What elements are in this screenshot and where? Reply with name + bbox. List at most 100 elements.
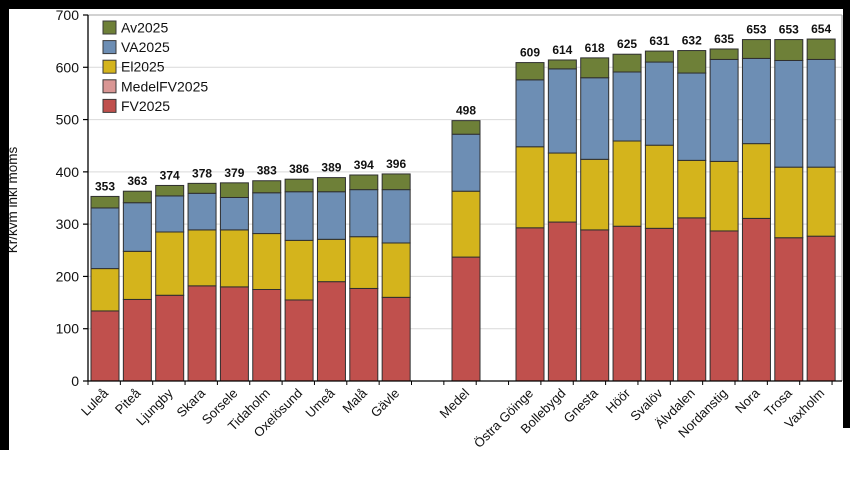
x-tick-label-Luleå: Luleå [78, 385, 112, 419]
bar-segment-Älvdalen-Av2025 [677, 50, 707, 74]
total-label-Gnesta: 618 [585, 41, 605, 55]
bar-segment-Bollebygd-El2025 [547, 152, 577, 223]
total-label-Malå: 394 [354, 158, 374, 172]
bar-segment-Svalöv-El2025 [644, 144, 674, 229]
total-label-Ljungby: 374 [160, 168, 180, 182]
total-label-Sorsele: 379 [224, 166, 244, 180]
total-label-Luleå: 353 [95, 179, 115, 193]
bar-segment-Vaxholm-Av2025 [806, 38, 836, 60]
legend-swatch-FV2025 [102, 98, 117, 113]
bar-segment-Nora-El2025 [741, 143, 771, 219]
bar-segment-Östra Göinge-Av2025 [515, 62, 545, 81]
bar-segment-Sorsele-Av2025 [219, 182, 249, 198]
legend-swatch-Av2025 [102, 20, 117, 35]
y-tick-label-200: 200 [56, 268, 80, 284]
bar-segment-Tidaholm-FV2025 [252, 289, 282, 382]
bar-segment-Vaxholm-El2025 [806, 166, 836, 237]
bar-segment-Svalöv-FV2025 [644, 227, 674, 382]
bar-segment-Trosa-Av2025 [774, 39, 804, 61]
bar-segment-Malå-Av2025 [349, 174, 379, 191]
bar-segment-Höör-El2025 [612, 140, 642, 227]
x-tick-label-Umeå: Umeå [302, 385, 338, 421]
bar-segment-Nordanstig-El2025 [709, 160, 739, 232]
screenshot-border-top [0, 0, 850, 9]
bar-segment-Nordanstig-Av2025 [709, 48, 739, 60]
bar-segment-Trosa-VA2025 [774, 59, 804, 168]
total-label-Trosa: 653 [779, 23, 799, 37]
bar-segment-Höör-VA2025 [612, 71, 642, 142]
bar-segment-Medel-Av2025 [451, 120, 481, 135]
total-label-Nordanstig: 635 [714, 32, 734, 46]
bar-segment-Piteå-FV2025 [122, 298, 152, 382]
bar-segment-Sorsele-El2025 [219, 229, 249, 288]
total-label-Vaxholm: 654 [811, 22, 831, 36]
y-tick-label-400: 400 [56, 164, 80, 180]
bar-segment-Umeå-VA2025 [316, 191, 346, 240]
bar-segment-Gävle-VA2025 [381, 189, 411, 244]
bar-segment-Ljungby-VA2025 [155, 195, 185, 233]
bar-segment-Trosa-El2025 [774, 166, 804, 239]
bar-segment-Älvdalen-El2025 [677, 159, 707, 219]
bar-segment-Umeå-Av2025 [316, 177, 346, 193]
bar-segment-Skara-Av2025 [187, 182, 217, 194]
bar-segment-Luleå-VA2025 [90, 207, 120, 270]
bar-segment-Oxelösund-VA2025 [284, 191, 314, 241]
bar-segment-Bollebygd-Av2025 [547, 59, 577, 70]
total-label-Skara: 378 [192, 166, 212, 180]
bar-segment-Skara-FV2025 [187, 285, 217, 382]
total-label-Älvdalen: 632 [682, 34, 702, 48]
bar-segment-Trosa-FV2025 [774, 237, 804, 382]
bar-segment-Medel-MedelFV2025 [451, 256, 481, 382]
bar-segment-Malå-El2025 [349, 236, 379, 289]
bar-segment-Nora-FV2025 [741, 217, 771, 382]
total-label-Svalöv: 631 [649, 34, 669, 48]
bar-segment-Östra Göinge-VA2025 [515, 79, 545, 148]
bar-segment-Älvdalen-VA2025 [677, 72, 707, 161]
bar-segment-Östra Göinge-FV2025 [515, 227, 545, 382]
bar-segment-Skara-VA2025 [187, 192, 217, 231]
bar-segment-Medel-VA2025 [451, 133, 481, 192]
bar-segment-Umeå-FV2025 [316, 281, 346, 382]
x-tick-label-Malå: Malå [339, 385, 370, 416]
legend-label-VA2025: VA2025 [121, 39, 170, 55]
bar-segment-Oxelösund-Av2025 [284, 178, 314, 193]
bar-segment-Luleå-FV2025 [90, 310, 120, 382]
bar-segment-Gnesta-Av2025 [580, 57, 610, 79]
y-tick-label-700: 700 [56, 7, 80, 23]
total-label-Umeå: 389 [321, 161, 341, 175]
bar-segment-Luleå-Av2025 [90, 195, 120, 209]
bar-segment-Luleå-El2025 [90, 268, 120, 312]
legend-swatch-MedelFV2025 [102, 79, 117, 94]
legend-swatch-El2025 [102, 59, 117, 74]
bar-segment-Höör-FV2025 [612, 225, 642, 382]
bar-segment-Gnesta-VA2025 [580, 77, 610, 160]
bar-segment-Ljungby-FV2025 [155, 294, 185, 382]
bar-segment-Svalöv-Av2025 [644, 50, 674, 63]
total-label-Medel: 498 [456, 104, 476, 118]
bar-segment-Piteå-El2025 [122, 250, 152, 300]
legend-label-MedelFV2025: MedelFV2025 [121, 78, 208, 94]
bar-segment-Tidaholm-Av2025 [252, 180, 282, 194]
bar-segment-Höör-Av2025 [612, 53, 642, 73]
bar-segment-Piteå-Av2025 [122, 190, 152, 204]
total-label-Gävle: 396 [386, 157, 406, 171]
bar-segment-Gnesta-El2025 [580, 158, 610, 231]
x-tick-label-Nora: Nora [732, 385, 763, 416]
x-tick-label-Gnesta: Gnesta [561, 385, 602, 426]
screenshot-border-left [0, 0, 9, 450]
bar-segment-Malå-VA2025 [349, 189, 379, 238]
y-tick-label-100: 100 [56, 321, 80, 337]
bar-segment-Piteå-VA2025 [122, 202, 152, 252]
y-tick-label-600: 600 [56, 59, 80, 75]
total-label-Höör: 625 [617, 37, 637, 51]
bar-segment-Ljungby-El2025 [155, 231, 185, 296]
x-tick-label-Ljungby: Ljungby [133, 385, 176, 428]
total-label-Oxelösund: 386 [289, 162, 309, 176]
total-label-Tidaholm: 383 [257, 164, 277, 178]
bar-segment-Nora-Av2025 [741, 39, 771, 59]
bar-segment-Oxelösund-El2025 [284, 239, 314, 301]
total-label-Piteå: 363 [127, 174, 147, 188]
bar-segment-Malå-FV2025 [349, 287, 379, 382]
bar-segment-Ljungby-Av2025 [155, 184, 185, 197]
